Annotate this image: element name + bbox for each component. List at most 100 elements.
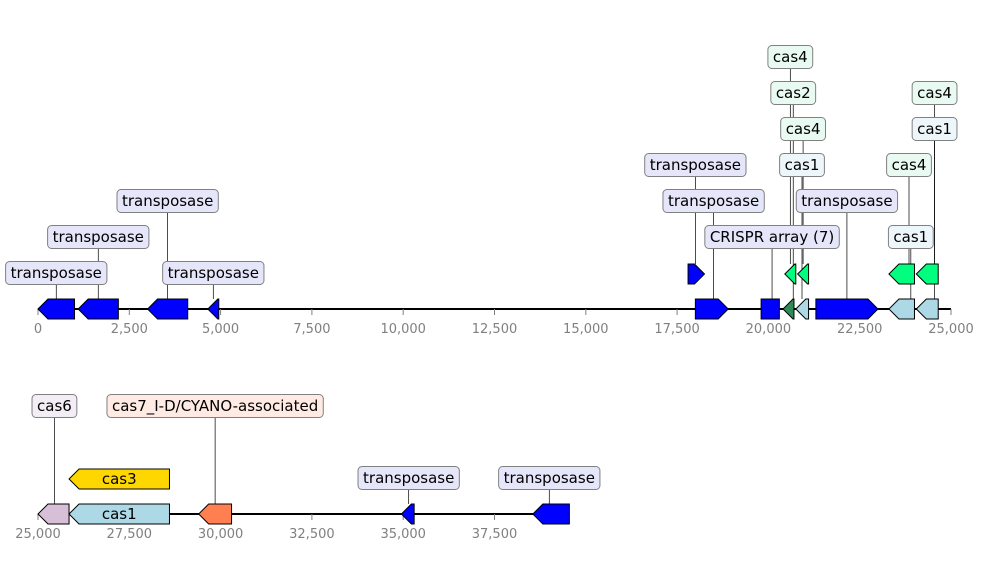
- feature-label: cas6: [31, 394, 78, 418]
- feature-label: CRISPR array (7): [704, 225, 840, 249]
- feature-label-box: [767, 45, 814, 69]
- tick-label: 30,000: [198, 527, 244, 542]
- track2-group: 25,000 27,500 30,000 32,500 35,000 37,500 cas1…: [15, 394, 601, 542]
- feature-label-box: [662, 189, 765, 213]
- gene-arrow: [815, 298, 879, 320]
- feature-label-box: [704, 225, 840, 249]
- gene-arrow: [68, 468, 170, 490]
- gene-arrow: [915, 263, 939, 285]
- feature-label-box: [887, 225, 934, 249]
- feature-label-text: transposase: [168, 264, 259, 282]
- gene-inner-label: cas3: [102, 470, 137, 488]
- feature-label-text: transposase: [650, 156, 741, 174]
- gene-arrow: [796, 263, 810, 285]
- tick-label: 25,000: [928, 322, 974, 337]
- feature-label-text: cas4: [892, 156, 927, 174]
- feature-label-box: [779, 153, 825, 177]
- tick-label: 5,000: [202, 322, 239, 337]
- gene-arrow: [400, 503, 415, 525]
- gene-arrow: [888, 298, 915, 320]
- tick-label: 32,500: [289, 527, 335, 542]
- feature-label-box: [31, 394, 78, 418]
- tick-label: 27,500: [107, 527, 153, 542]
- gene-arrow: [532, 503, 570, 525]
- feature-label-text: transposase: [668, 192, 759, 210]
- gene-arrow: [694, 298, 729, 320]
- feature-label-box: [911, 117, 958, 141]
- feature-label: transposase: [47, 225, 150, 249]
- gene-arrow: [784, 263, 797, 285]
- feature-label-box: [911, 81, 958, 105]
- feature-label-text: transposase: [801, 192, 892, 210]
- gene-arrow: [795, 298, 810, 320]
- tick-label: 22,500: [837, 322, 883, 337]
- feature-label: cas4: [767, 45, 814, 69]
- feature-label: cas7_I-D/CYANO-associated: [106, 394, 324, 418]
- tick-label: 35,000: [380, 527, 426, 542]
- gene-arrow: [68, 503, 170, 525]
- feature-label: transposase: [644, 153, 747, 177]
- gene-arrow: [915, 298, 939, 320]
- tick-label: 15,000: [563, 322, 609, 337]
- gene-arrow: [782, 298, 795, 320]
- feature-label-text: cas1: [893, 228, 928, 246]
- feature-label-box: [106, 394, 324, 418]
- feature-label-text: cas4: [786, 120, 821, 138]
- gene-arrow: [197, 503, 233, 525]
- feature-label-text: CRISPR array (7): [710, 228, 834, 246]
- gene-inner-label: cas1: [102, 505, 137, 523]
- feature-label-box: [795, 189, 899, 213]
- feature-label-text: transposase: [363, 469, 454, 487]
- feature-label: transposase: [662, 189, 765, 213]
- feature-label-text: transposase: [122, 192, 213, 210]
- feature-label: cas1: [911, 117, 958, 141]
- feature-label: transposase: [357, 466, 460, 490]
- gene-arrow: [146, 298, 189, 320]
- feature-label: cas4: [780, 117, 827, 141]
- feature-label-text: cas1: [917, 120, 952, 138]
- feature-label-box: [357, 466, 460, 490]
- feature-label-text: cas7_I-D/CYANO-associated: [112, 397, 318, 416]
- feature-label-box: [498, 466, 601, 490]
- feature-label: cas1: [887, 225, 934, 249]
- feature-label-text: transposase: [504, 469, 595, 487]
- feature-label: transposase: [5, 261, 108, 285]
- feature-label-box: [886, 153, 932, 177]
- feature-label-text: cas4: [773, 48, 808, 66]
- feature-label: cas4: [886, 153, 932, 177]
- feature-label-text: transposase: [53, 228, 144, 246]
- tick-label: 7,500: [293, 322, 330, 337]
- feature-label: cas4: [911, 81, 958, 105]
- gene-arrow: [37, 503, 70, 525]
- tick-label: 2,500: [111, 322, 148, 337]
- tick-label: 25,000: [15, 527, 61, 542]
- feature-label-text: cas6: [37, 397, 72, 415]
- feature-label: cas2: [770, 81, 817, 105]
- track1-group: 0 2,500 5,000 7,500 10,000 12,500 15,000 17,500…: [5, 45, 974, 337]
- feature-label-box: [780, 117, 827, 141]
- feature-label-text: cas4: [917, 84, 952, 102]
- feature-label-box: [770, 81, 817, 105]
- feature-label-box: [162, 261, 265, 285]
- feature-label-box: [116, 189, 219, 213]
- gene-arrow: [760, 298, 780, 320]
- gene-arrow: [687, 263, 706, 285]
- feature-label-box: [644, 153, 747, 177]
- feature-label: transposase: [498, 466, 601, 490]
- feature-label: transposase: [162, 261, 265, 285]
- gene-arrow: [207, 298, 220, 320]
- gene-arrow: [77, 298, 119, 320]
- tick-label: 37,500: [472, 527, 518, 542]
- feature-label-text: cas2: [776, 84, 811, 102]
- feature-label: transposase: [116, 189, 219, 213]
- tick-label: 0: [34, 322, 42, 337]
- gene-arrow: [37, 298, 76, 320]
- gene-arrow: [888, 263, 915, 285]
- feature-label-text: transposase: [11, 264, 102, 282]
- tick-label: 20,000: [746, 322, 792, 337]
- feature-label: transposase: [795, 189, 899, 213]
- feature-label-text: cas1: [785, 156, 820, 174]
- tick-label: 12,500: [472, 322, 518, 337]
- feature-label-box: [47, 225, 150, 249]
